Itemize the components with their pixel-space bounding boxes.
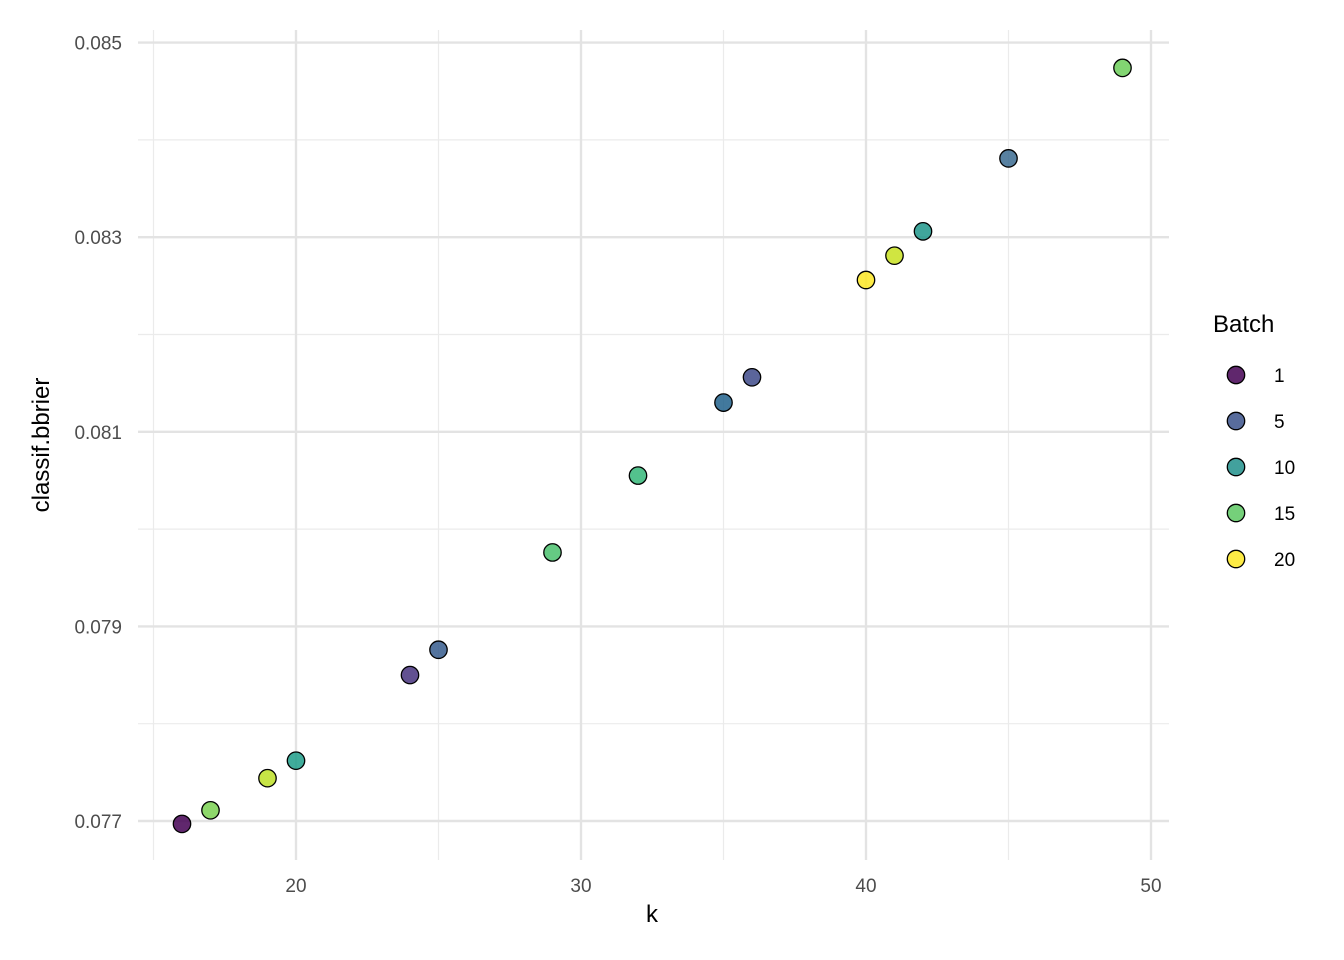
legend-label: 10	[1274, 458, 1295, 479]
data-point	[999, 149, 1018, 168]
legend-key	[1226, 503, 1246, 523]
x-tick-label: 40	[855, 876, 876, 897]
legend-label: 1	[1274, 366, 1285, 387]
y-tick-label: 0.081	[74, 423, 122, 444]
data-point	[258, 768, 277, 788]
x-tick-label: 30	[570, 876, 591, 897]
legend-key	[1226, 411, 1246, 431]
data-point	[856, 270, 876, 290]
legend-label: 20	[1274, 550, 1295, 571]
x-tick-label: 20	[285, 876, 306, 897]
data-point	[429, 640, 448, 660]
legend-label: 5	[1274, 412, 1285, 433]
x-tick-label: 50	[1140, 876, 1161, 897]
tick-labels: 20 30 40 50 0.077 0.079 0.081 0.083 0.085	[74, 34, 1161, 897]
legend-key	[1226, 457, 1246, 477]
data-point	[913, 222, 933, 241]
x-axis-title: k	[646, 901, 659, 928]
legend-title: Batch	[1213, 311, 1274, 338]
legend-key	[1226, 549, 1246, 569]
data-point	[400, 665, 420, 685]
y-tick-label: 0.083	[74, 228, 122, 249]
data-point	[286, 751, 306, 771]
legend-key	[1226, 365, 1246, 385]
data-point	[714, 393, 733, 412]
y-tick-label: 0.085	[74, 34, 122, 55]
data-point	[742, 367, 762, 387]
grid-lines	[138, 30, 1169, 860]
legend-label: 15	[1274, 504, 1295, 525]
data-point	[543, 543, 562, 562]
data-point	[1113, 58, 1132, 78]
data-point	[628, 466, 648, 485]
y-tick-label: 0.079	[74, 617, 122, 638]
y-tick-label: 0.077	[74, 812, 122, 833]
data-point	[172, 814, 192, 834]
data-points	[172, 58, 1132, 834]
data-point	[201, 800, 220, 820]
y-axis-title: classif.bbrier	[28, 378, 55, 513]
data-point	[885, 246, 904, 266]
